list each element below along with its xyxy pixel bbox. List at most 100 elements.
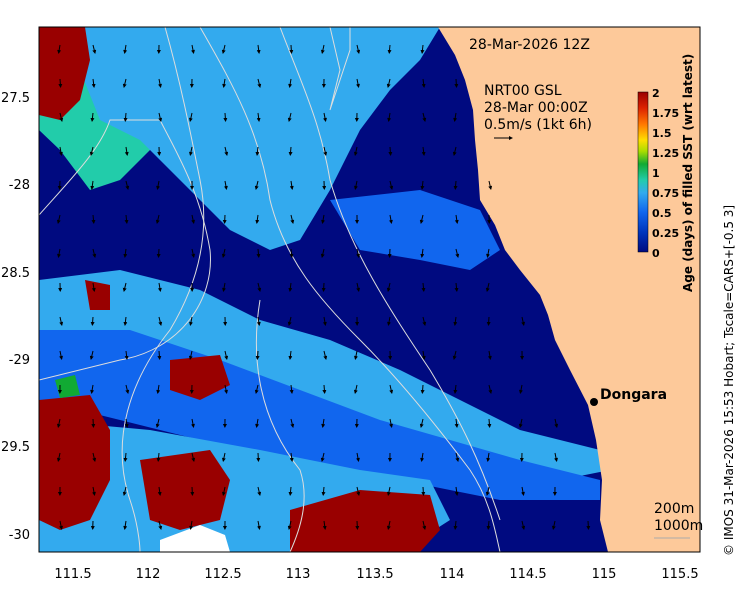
map-field	[39, 27, 700, 552]
current-vector	[289, 452, 294, 462]
current-vector	[320, 452, 325, 462]
y-tick-label: 29.5	[1, 440, 30, 455]
current-vector	[189, 520, 194, 530]
red-patch-west	[85, 280, 110, 310]
current-vector	[322, 520, 327, 530]
current-vector	[455, 452, 460, 462]
current-vector	[320, 248, 325, 258]
current-vector	[189, 316, 193, 326]
current-vector	[257, 78, 262, 88]
current-vector	[91, 78, 96, 88]
current-vector	[157, 282, 162, 292]
current-vector	[257, 282, 262, 292]
current-vector	[122, 486, 127, 496]
current-vector	[157, 486, 162, 496]
current-vector	[356, 452, 360, 462]
current-vector	[421, 350, 426, 360]
current-vector	[521, 520, 526, 530]
current-vector	[386, 486, 391, 496]
x-tick-label: 115	[592, 567, 617, 582]
current-vector	[485, 486, 490, 496]
current-vector	[122, 282, 127, 292]
current-vector	[323, 146, 328, 156]
current-vector	[288, 350, 293, 360]
credit-text: © IMOS 31-Mar-2026 15:53 Hobart; Tscale=…	[722, 205, 736, 556]
colorbar-label: 1.5	[652, 127, 672, 140]
current-vector	[289, 44, 294, 54]
x-tick-label: 112.5	[204, 567, 241, 582]
current-vector	[288, 486, 293, 496]
current-vector	[158, 316, 163, 326]
current-vector	[158, 112, 163, 122]
colorbar-label: 1	[652, 167, 660, 180]
current-vector	[256, 520, 261, 530]
colorbar-title: Age (days) of filled SST (wrt latest)	[681, 54, 695, 292]
current-vector	[287, 112, 292, 122]
current-vector	[92, 248, 97, 258]
current-vector	[222, 78, 227, 88]
colorbar	[637, 91, 649, 253]
current-vector	[224, 146, 229, 156]
current-vector	[125, 384, 130, 394]
current-vector	[58, 146, 63, 156]
x-axis: 111.5 112 112.5 113 113.5 114 114.5 115 …	[54, 567, 698, 582]
current-vector	[387, 316, 391, 326]
current-vector	[188, 350, 193, 360]
x-tick-label: 113	[286, 567, 311, 582]
current-vector	[353, 146, 358, 156]
current-vector	[90, 112, 95, 122]
current-vector	[420, 180, 425, 190]
current-vector	[488, 180, 493, 190]
current-vector	[56, 452, 61, 462]
current-vector	[356, 248, 361, 258]
town-label: Dongara	[600, 387, 667, 403]
current-vector	[421, 282, 426, 292]
current-vector	[191, 418, 195, 428]
current-vector	[90, 384, 95, 394]
current-vector	[554, 452, 559, 462]
colorbar-label: 2	[652, 87, 660, 100]
y-tick-label: 28.5	[1, 266, 30, 281]
current-vector	[452, 146, 457, 156]
x-tick-label: 114.5	[509, 567, 546, 582]
current-vector	[454, 418, 459, 428]
product-label: NRT00 GSL	[484, 83, 562, 99]
contour-label-1000m: 1000m	[654, 518, 703, 534]
current-vector	[256, 44, 261, 54]
current-vector	[289, 248, 294, 258]
colorbar-label: 0.75	[652, 187, 679, 200]
current-vector	[57, 44, 62, 54]
current-vector	[420, 248, 425, 258]
current-vector	[389, 180, 394, 190]
current-vector	[422, 316, 427, 326]
current-vectors	[56, 44, 591, 530]
current-vector	[288, 282, 293, 292]
colorbar-label: 0	[652, 247, 660, 260]
y-tick-label: -30	[9, 528, 30, 543]
current-vector	[191, 44, 195, 54]
current-vector	[158, 78, 162, 88]
current-vector	[91, 282, 96, 292]
current-vector	[257, 486, 262, 496]
current-vector	[124, 350, 129, 360]
colorbar-label: 0.25	[652, 227, 679, 240]
current-vector	[320, 44, 325, 54]
current-vector	[454, 214, 459, 224]
y-axis: 27.5 -28 28.5 -29 29.5 -30	[1, 91, 30, 543]
current-vector	[452, 350, 457, 360]
current-vector	[256, 316, 261, 326]
current-vector	[158, 520, 163, 530]
red-patch-southwest	[39, 395, 110, 530]
x-tick-label: 113.5	[356, 567, 393, 582]
current-vector	[421, 78, 426, 88]
current-vector	[387, 44, 392, 54]
y-tick-label: -28	[9, 178, 30, 193]
current-vector	[518, 418, 523, 428]
current-vector	[521, 486, 525, 496]
current-vector	[57, 248, 61, 258]
mediumblue-region-coast	[330, 190, 500, 270]
current-vector	[322, 384, 327, 394]
current-vector	[156, 452, 161, 462]
current-vector	[554, 418, 559, 428]
current-vector	[389, 418, 394, 428]
